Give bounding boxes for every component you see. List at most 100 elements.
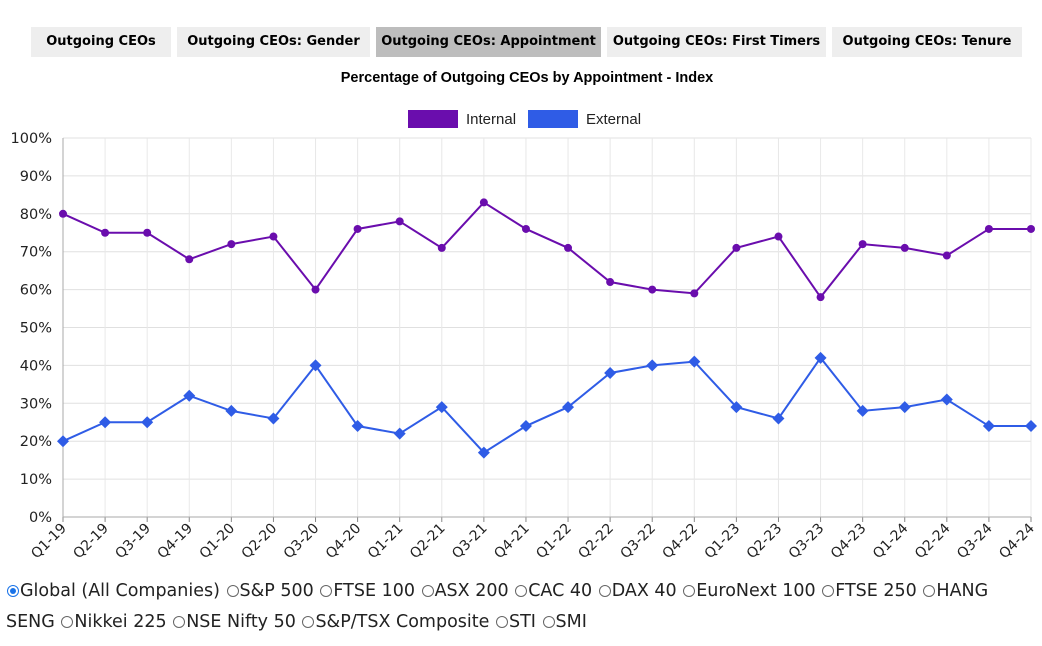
data-point-internal: [648, 285, 657, 294]
radio-label: ASX 200: [434, 581, 509, 601]
x-tick-label: Q3-19: [112, 521, 154, 563]
chart-title: Percentage of Outgoing CEOs by Appointme…: [341, 70, 713, 86]
data-point-internal: [59, 209, 67, 218]
data-point-internal: [606, 278, 615, 287]
y-tick-label: 0%: [29, 510, 52, 526]
radio-option-smi[interactable]: SMI: [542, 612, 587, 632]
radio-button[interactable]: [61, 616, 74, 628]
y-tick-label: 40%: [20, 358, 52, 374]
radio-label: CAC 40: [528, 581, 593, 601]
radio-label: SMI: [555, 612, 587, 632]
radio-button[interactable]: [822, 585, 835, 597]
series-line-external: [62, 356, 1031, 454]
radio-button[interactable]: [495, 616, 508, 628]
radio-button[interactable]: [598, 585, 611, 597]
index-filter-radio-group: Global (All Companies) S&P 500 FTSE 100 …: [6, 576, 1036, 638]
data-point-external: [856, 404, 869, 417]
data-point-external: [604, 366, 617, 379]
tab-outgoing-ceos-first-timers[interactable]: Outgoing CEOs: First Timers: [607, 27, 826, 57]
tab-bar: Outgoing CEOs Outgoing CEOs: Gender Outg…: [31, 27, 1028, 57]
y-tick-label: 30%: [20, 396, 52, 412]
radio-label: STI: [508, 612, 536, 632]
tab-outgoing-ceos-tenure[interactable]: Outgoing CEOs: Tenure: [832, 27, 1022, 57]
tab-outgoing-ceos-gender[interactable]: Outgoing CEOs: Gender: [177, 27, 370, 57]
x-tick-label: Q2-22: [575, 521, 617, 563]
x-tick-label: Q2-24: [912, 520, 954, 562]
radio-option-global[interactable]: Global (All Companies): [6, 581, 220, 601]
data-point-internal: [311, 285, 320, 294]
x-tick-label: Q2-23: [744, 521, 786, 563]
radio-option-euronext100[interactable]: EuroNext 100: [682, 581, 816, 601]
x-tick-label: Q2-19: [70, 521, 112, 563]
radio-option-ftse100[interactable]: FTSE 100: [319, 581, 415, 601]
x-tick-label: Q3-23: [786, 521, 828, 563]
data-point-internal: [774, 232, 783, 241]
radio-button[interactable]: [7, 585, 19, 597]
x-tick-label: Q1-21: [365, 521, 407, 563]
radio-button[interactable]: [320, 585, 333, 597]
data-point-external: [940, 393, 953, 406]
data-point-external: [477, 446, 490, 459]
data-point-external: [435, 401, 448, 414]
tab-outgoing-ceos-appointment[interactable]: Outgoing CEOs: Appointment: [376, 27, 601, 57]
radio-label: FTSE 250: [835, 581, 917, 601]
radio-button[interactable]: [683, 585, 696, 597]
data-point-internal: [984, 224, 993, 233]
tab-outgoing-ceos[interactable]: Outgoing CEOs: [31, 27, 171, 57]
radio-option-sp-tsx[interactable]: S&P/TSX Composite: [301, 612, 489, 632]
data-point-internal: [942, 251, 951, 260]
radio-option-dax40[interactable]: DAX 40: [598, 581, 677, 601]
radio-option-nse-nifty50[interactable]: NSE Nifty 50: [172, 612, 296, 632]
radio-label: Global (All Companies): [20, 581, 220, 601]
radio-option-asx200[interactable]: ASX 200: [421, 581, 509, 601]
y-tick-label: 20%: [20, 434, 52, 450]
radio-option-hang-seng[interactable]: HANG SENG: [6, 581, 988, 632]
data-point-internal: [269, 232, 278, 241]
radio-button[interactable]: [923, 585, 936, 597]
data-point-internal: [353, 224, 362, 233]
radio-option-nikkei225[interactable]: Nikkei 225: [60, 612, 167, 632]
radio-option-sp500[interactable]: S&P 500: [226, 581, 314, 601]
radio-option-ftse250[interactable]: FTSE 250: [821, 581, 917, 601]
series-line-internal: [62, 201, 1031, 299]
x-tick-label: Q2-20: [239, 521, 281, 563]
y-tick-label: 60%: [20, 283, 52, 299]
data-point-external: [730, 401, 743, 414]
radio-button[interactable]: [542, 616, 555, 628]
x-tick-label: Q4-24: [996, 520, 1038, 562]
data-point-external: [57, 435, 69, 448]
radio-label: Nikkei 225: [74, 612, 167, 632]
radio-label: NSE Nifty 50: [186, 612, 296, 632]
x-tick-label: Q4-22: [660, 521, 702, 563]
x-tick-label: Q1-23: [702, 521, 744, 563]
data-point-external: [814, 351, 827, 364]
data-point-external: [225, 404, 238, 417]
radio-button[interactable]: [173, 616, 186, 628]
legend-label-internal: Internal: [466, 111, 516, 128]
x-tick-label: Q4-21: [491, 521, 533, 563]
y-tick-label: 80%: [20, 207, 52, 223]
data-point-external: [351, 420, 364, 433]
legend-swatch-external: [528, 110, 578, 128]
data-point-internal: [564, 243, 573, 252]
radio-button[interactable]: [226, 585, 239, 597]
y-tick-label: 70%: [20, 245, 52, 261]
y-tick-label: 100%: [11, 131, 52, 147]
x-tick-label: Q4-23: [828, 521, 870, 563]
radio-label: HANG SENG: [6, 581, 989, 632]
radio-option-sti[interactable]: STI: [495, 612, 536, 632]
legend-swatch-internal: [408, 110, 458, 128]
radio-button[interactable]: [302, 616, 315, 628]
radio-button[interactable]: [515, 585, 528, 597]
x-tick-label: Q3-21: [449, 521, 491, 563]
data-point-internal: [1027, 224, 1035, 233]
radio-option-cac40[interactable]: CAC 40: [514, 581, 592, 601]
data-point-external: [183, 389, 196, 402]
radio-label: FTSE 100: [333, 581, 415, 601]
x-tick-label: Q1-24: [870, 520, 912, 562]
data-point-external: [562, 401, 575, 414]
x-tick-label: Q4-19: [155, 521, 197, 563]
y-tick-label: 50%: [20, 321, 52, 337]
data-point-internal: [395, 217, 404, 226]
radio-button[interactable]: [421, 585, 434, 597]
